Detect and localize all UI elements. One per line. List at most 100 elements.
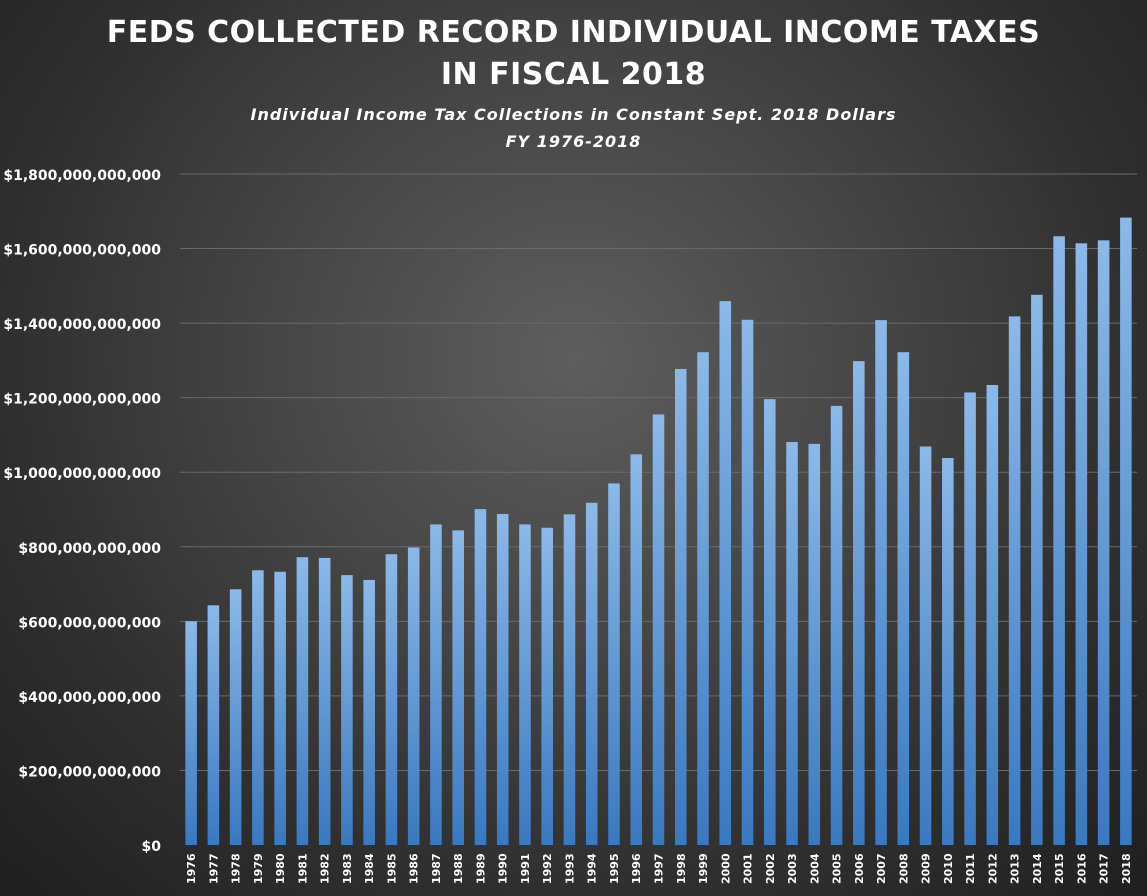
bar-1979: [252, 570, 264, 845]
bar-1985: [385, 554, 398, 845]
x-tick-label: 2005: [831, 853, 844, 884]
x-tick-label: 1980: [274, 853, 287, 884]
bar-2018: [1120, 217, 1132, 845]
x-tick-label: 2018: [1120, 853, 1133, 884]
x-tick-label: 1993: [563, 853, 576, 884]
bar-2010: [942, 458, 954, 845]
x-tick-label: 1995: [608, 853, 621, 884]
x-tick-label: 2017: [1098, 853, 1111, 884]
bar-2016: [1075, 243, 1088, 846]
chart-title-line-1: FEDS COLLECTED RECORD INDIVIDUAL INCOME …: [106, 15, 1041, 50]
bar-2009: [919, 446, 932, 845]
x-tick-label: 2007: [875, 853, 888, 884]
bars: [185, 217, 1132, 846]
x-tick-label: 2016: [1075, 853, 1088, 884]
bar-1981: [296, 557, 309, 845]
bar-1997: [652, 414, 665, 845]
bar-1989: [474, 509, 487, 845]
x-axis-tick-labels: 1976 1977 1978 1979 1980 1981 1982 1983 1984 1985…: [185, 853, 1133, 884]
x-tick-label: 2008: [897, 853, 910, 884]
bar-2015: [1053, 236, 1065, 845]
bar-2012: [986, 384, 999, 845]
bar-1976: [185, 621, 197, 845]
x-tick-label: 1992: [541, 853, 554, 884]
bar-2017: [1097, 240, 1110, 846]
bar-1978: [229, 589, 242, 845]
bar-2008: [897, 352, 910, 845]
bar-1993: [563, 514, 576, 845]
x-tick-label: 1982: [319, 853, 332, 884]
y-axis-tick-labels: $0 $200,000,000,000 $400,000,000,000 $600,0…: [3, 168, 161, 855]
bar-2005: [830, 405, 843, 845]
y-tick-label: $200,000,000,000: [18, 764, 161, 780]
x-tick-label: 2003: [786, 853, 799, 884]
x-tick-label: 1987: [430, 853, 443, 884]
x-tick-label: 2014: [1031, 853, 1044, 884]
x-tick-label: 1984: [363, 853, 376, 884]
x-tick-label: 1983: [341, 853, 354, 884]
x-tick-label: 1986: [408, 853, 421, 884]
y-tick-label: $1,600,000,000,000: [3, 243, 161, 259]
x-tick-label: 1988: [452, 853, 465, 884]
y-tick-label: $1,400,000,000,000: [3, 317, 161, 333]
x-tick-label: 2001: [742, 853, 755, 884]
x-tick-label: 2012: [986, 853, 999, 884]
x-tick-label: 1996: [630, 853, 643, 884]
x-tick-label: 1991: [519, 853, 532, 884]
bar-1991: [519, 524, 531, 845]
bar-1990: [496, 513, 509, 845]
x-tick-label: 1994: [586, 853, 599, 884]
bar-2002: [763, 399, 776, 845]
x-tick-label: 2000: [719, 853, 732, 884]
bar-2013: [1008, 316, 1021, 845]
bar-1998: [674, 368, 687, 845]
bar-2011: [964, 392, 976, 845]
bar-1977: [207, 605, 220, 845]
x-tick-label: 1979: [252, 853, 265, 884]
bar-2006: [853, 361, 865, 845]
y-tick-label: $1,800,000,000,000: [3, 168, 161, 184]
y-tick-label: $1,000,000,000,000: [3, 466, 161, 482]
x-tick-label: 2011: [964, 853, 977, 884]
bar-1995: [608, 483, 620, 845]
bar-1992: [541, 527, 553, 845]
x-tick-label: 1990: [497, 853, 510, 884]
x-tick-label: 2013: [1009, 853, 1022, 884]
bar-1999: [697, 352, 709, 845]
bar-2004: [808, 443, 821, 845]
chart-subtitle-line-1: Individual Income Tax Collections in Con…: [250, 105, 897, 124]
x-tick-label: 1989: [474, 853, 487, 884]
y-tick-label: $800,000,000,000: [18, 541, 161, 557]
chart-subtitle-line-2: FY 1976-2018: [505, 132, 642, 151]
x-tick-label: 1999: [697, 853, 710, 884]
x-tick-label: 2002: [764, 853, 777, 884]
bar-1988: [452, 530, 464, 845]
x-tick-label: 1981: [296, 853, 309, 884]
bar-1983: [341, 575, 353, 845]
bar-1980: [274, 571, 286, 845]
x-tick-label: 1978: [230, 853, 243, 884]
x-tick-label: 1977: [207, 853, 220, 884]
x-tick-label: 2015: [1053, 853, 1066, 884]
bar-2003: [786, 442, 798, 845]
bar-1996: [630, 454, 643, 845]
x-tick-label: 2004: [808, 853, 821, 884]
bar-1984: [363, 579, 375, 845]
bar-1987: [430, 524, 442, 845]
y-tick-label: $400,000,000,000: [18, 690, 161, 706]
y-tick-label: $600,000,000,000: [18, 615, 161, 631]
y-tick-label: $1,200,000,000,000: [3, 392, 161, 408]
bar-2001: [741, 319, 754, 845]
x-tick-label: 1998: [675, 853, 688, 884]
x-tick-label: 1985: [385, 853, 398, 884]
x-tick-label: 2009: [920, 853, 933, 884]
bar-1986: [407, 547, 420, 845]
x-tick-label: 2006: [853, 853, 866, 884]
bar-1982: [318, 557, 331, 845]
x-tick-label: 1976: [185, 853, 198, 884]
bar-2000: [719, 301, 732, 845]
x-tick-label: 1997: [653, 853, 666, 884]
x-tick-label: 2010: [942, 853, 955, 884]
